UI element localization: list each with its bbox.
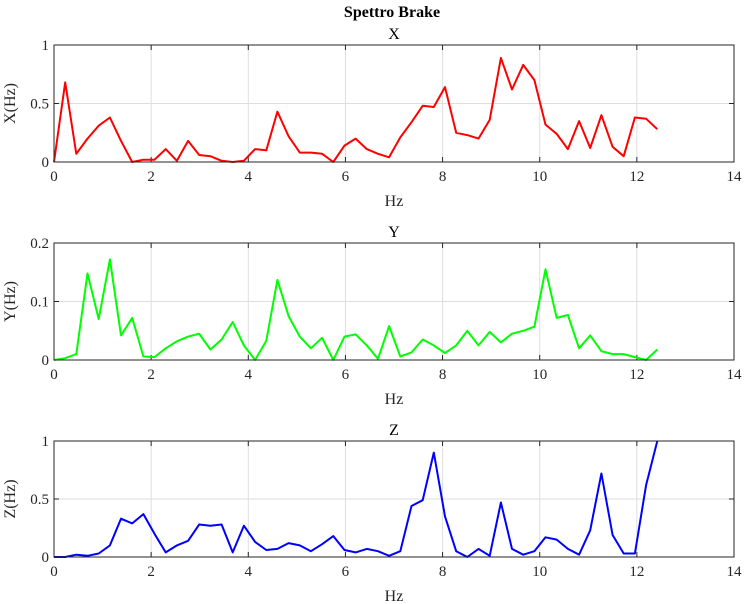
series-line-x [53,56,658,163]
x-axis-label: Hz [385,193,404,210]
axes-frame [53,440,735,558]
y-tick-label: 1 [42,434,50,450]
y-tick-label: 1 [42,38,50,54]
y-axis-label: Z(Hz) [2,479,19,518]
axes-frame [53,242,735,361]
x-tick-label: 0 [50,564,58,580]
x-tick-label: 2 [147,367,155,383]
y-tick-label: 0.1 [30,295,49,311]
x-tick-label: 6 [342,367,350,383]
y-axis-label: Y(Hz) [2,281,19,322]
x-tick-label: 4 [245,564,253,580]
subplot-y: 0 2 4 6 8 10 12 14 0 0.1 0.2 Y Hz Y(Hz) [2,224,742,408]
x-tick-label: 10 [532,169,547,185]
x-tick-label: 6 [342,169,350,185]
y-axis-label: X(Hz) [2,83,19,124]
x-tick-label: 4 [245,367,253,383]
figure-title: Spettro Brake [344,4,440,21]
x-tick-label: 6 [342,564,350,580]
series-line-z [54,440,659,558]
x-tick-label: 14 [727,169,743,185]
y-tick-label: 0.2 [30,236,49,252]
axes-frame [53,44,735,163]
y-tick-label: 0 [42,155,50,171]
x-axis-label: Hz [385,588,404,604]
y-tick-label: 0 [42,353,50,369]
x-tick-label: 12 [629,169,644,185]
subplot-title: Y [388,224,400,241]
subplot-x: 0 2 4 6 8 10 12 14 0 0.5 1 X Hz X(Hz) [2,26,742,210]
x-tick-label: 12 [629,367,644,383]
subplot-title: X [388,26,400,43]
x-tick-label: 0 [50,367,58,383]
x-tick-label: 0 [50,169,58,185]
y-tick-label: 0 [42,550,50,566]
x-tick-label: 10 [532,367,547,383]
x-tick-label: 14 [727,367,743,383]
x-tick-label: 8 [439,564,447,580]
x-tick-label: 2 [147,564,155,580]
x-axis-label: Hz [385,391,404,408]
x-tick-label: 4 [245,169,253,185]
y-tick-label: 0.5 [30,492,49,508]
series-line-y [53,258,658,361]
y-tick-label: 0.5 [30,97,49,113]
x-tick-label: 10 [532,564,547,580]
x-tick-label: 2 [147,169,155,185]
x-tick-label: 14 [727,564,743,580]
x-tick-label: 12 [629,564,644,580]
subplot-z: 0 2 4 6 8 10 12 14 0 0.5 1 Z Hz Z(Hz) [2,422,742,604]
subplot-title: Z [389,422,399,439]
x-tick-label: 8 [439,169,447,185]
x-tick-label: 8 [439,367,447,383]
